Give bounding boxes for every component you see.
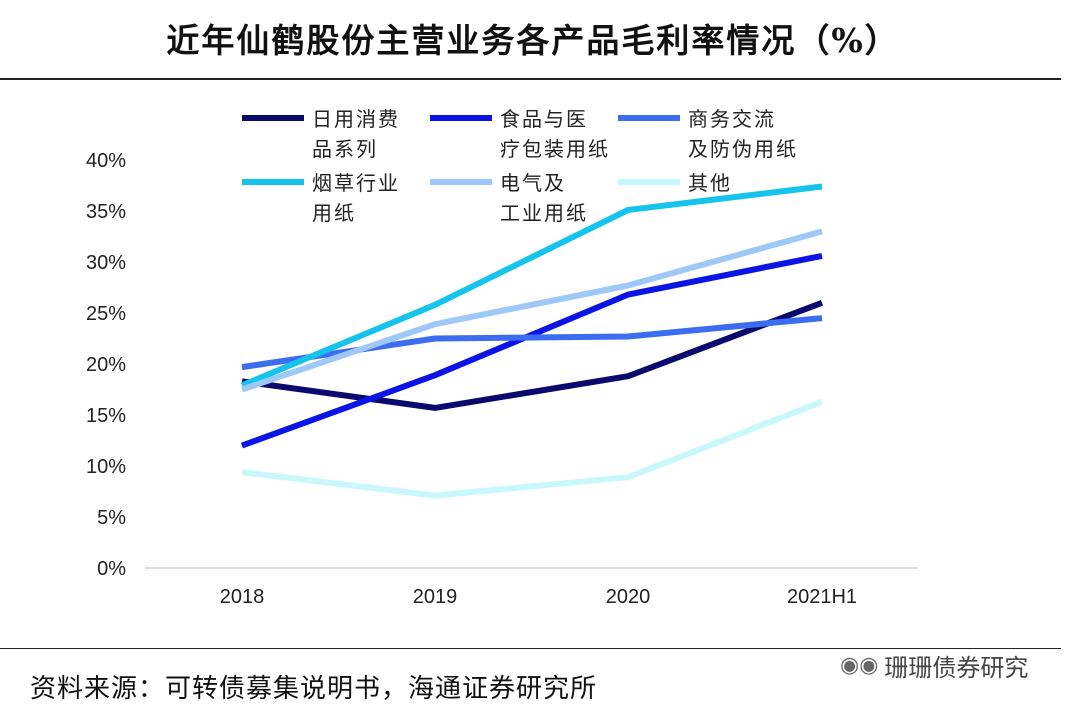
legend-label: 用纸 [312, 201, 356, 225]
y-tick-label: 5% [97, 507, 126, 529]
legend-label: 电气及 [500, 171, 566, 195]
legend-label: 及防伪用纸 [688, 137, 798, 161]
title-rule [0, 78, 1061, 80]
x-axis: 2018 2019 2020 2021H1 [145, 567, 918, 608]
y-tick-label: 30% [86, 252, 126, 274]
y-tick-label: 20% [86, 354, 126, 376]
chart-title: 近年仙鹤股份主营业务各产品毛利率情况（%） [166, 21, 900, 60]
legend-label: 其他 [688, 171, 732, 195]
series-line-5 [241, 228, 823, 393]
legend-label: 工业用纸 [500, 201, 588, 225]
legend-label: 疗包装用纸 [500, 137, 610, 161]
series-group [240, 183, 824, 499]
source-note: 资料来源：可转债募集说明书，海通证券研究所 [30, 674, 598, 704]
y-tick-label: 0% [97, 558, 126, 580]
y-tick-label: 10% [86, 456, 126, 478]
watermark-text: 珊珊债券研究 [884, 654, 1029, 682]
watermark: ◉◉ 珊珊债券研究 [840, 648, 1028, 683]
series-line-4 [240, 183, 823, 389]
series-line-6 [241, 398, 824, 499]
legend-label: 品系列 [312, 137, 378, 161]
series-line-1 [241, 299, 824, 411]
y-axis: 0% 5% 10% 15% 20% 25% 30% 35% 40% [86, 150, 126, 580]
y-tick-label: 40% [86, 150, 126, 172]
legend-label: 日用消费 [312, 107, 400, 131]
x-tick-label: 2019 [413, 586, 458, 608]
wechat-icon: ◉◉ [840, 653, 879, 678]
series-line-3 [241, 315, 823, 371]
legend-label: 商务交流 [688, 107, 776, 131]
x-tick-label: 2021H1 [787, 586, 857, 608]
y-tick-label: 25% [86, 303, 126, 325]
x-tick-label: 2020 [606, 586, 651, 608]
y-tick-label: 15% [86, 405, 126, 427]
x-tick-label: 2018 [220, 586, 265, 608]
y-tick-label: 35% [86, 201, 126, 223]
footer-rule [0, 648, 1061, 649]
legend-label: 烟草行业 [312, 171, 400, 195]
legend-label: 食品与医 [500, 107, 588, 131]
